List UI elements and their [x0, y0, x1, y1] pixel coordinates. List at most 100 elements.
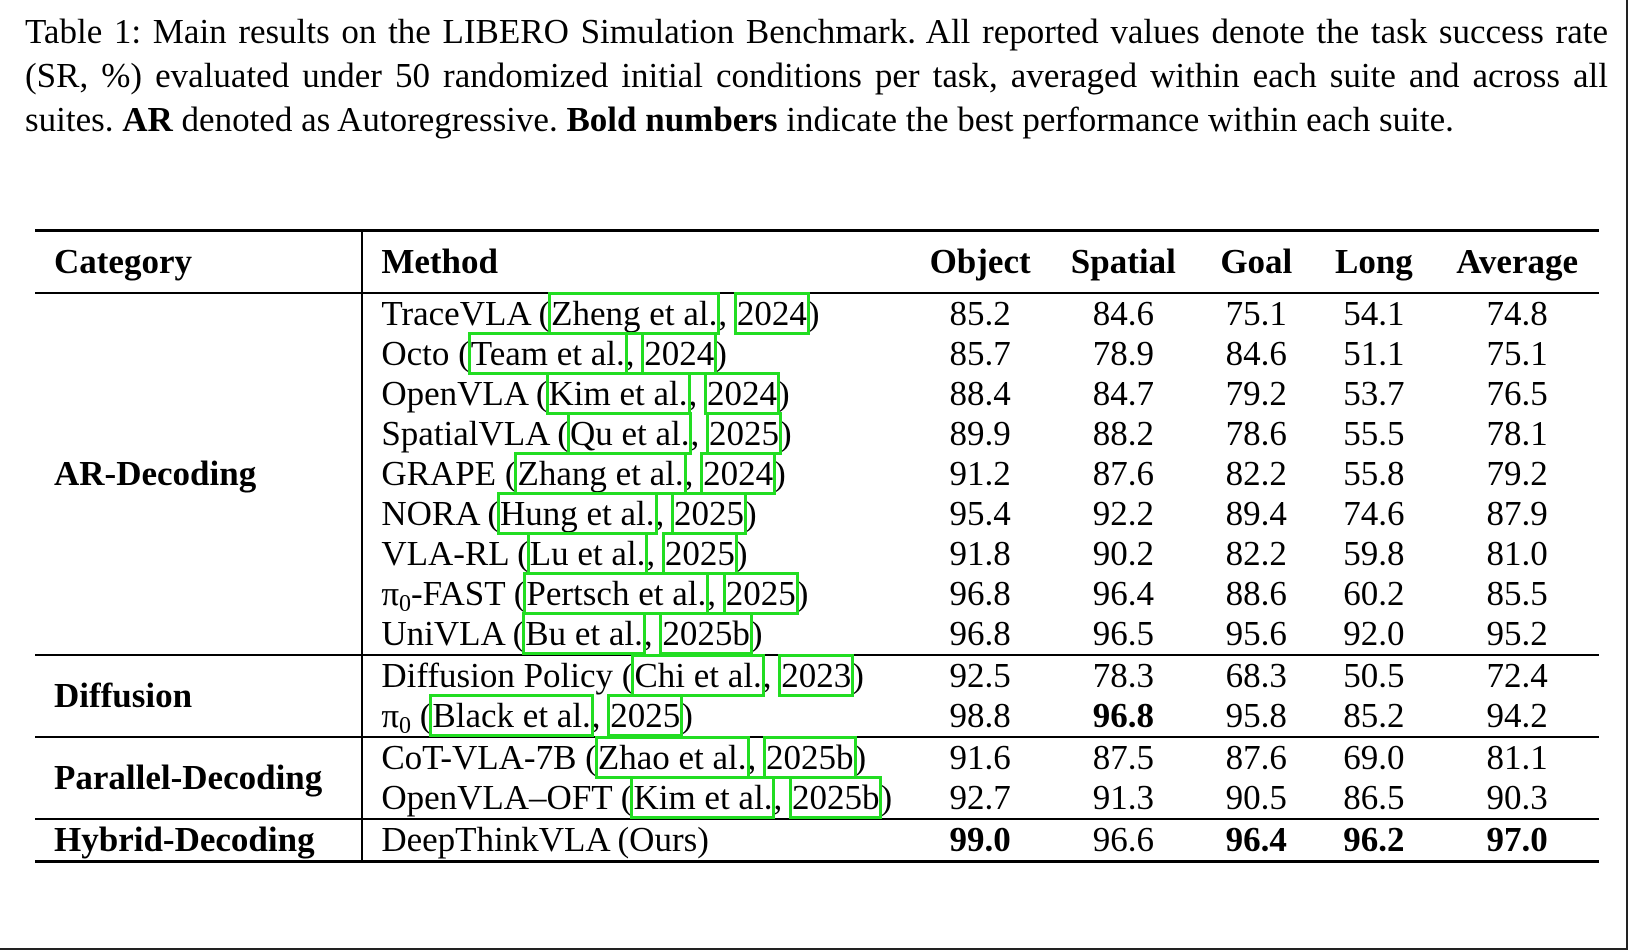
- citation-year-link[interactable]: 2023: [778, 654, 855, 697]
- citation-author-link[interactable]: Zhang et al.: [514, 452, 687, 495]
- long-value: 50.5: [1312, 654, 1436, 696]
- method-subscript: 0: [398, 591, 411, 617]
- citation-year-link[interactable]: 2025: [607, 694, 684, 737]
- object-value: 85.7: [949, 334, 1011, 373]
- method-subscript: 0: [398, 713, 411, 739]
- average-value: 76.5: [1486, 374, 1548, 413]
- citation-author-link[interactable]: Pertsch et al.: [523, 572, 710, 615]
- citation-author-link[interactable]: Black et al.: [429, 694, 594, 737]
- category-cell: Diffusion: [35, 654, 363, 737]
- average-value: 75.1: [1486, 334, 1548, 373]
- spatial-value: 96.8: [1092, 696, 1154, 735]
- table-row: SpatialVLA (Qu et al., 2025) 89.9 88.2 78.6…: [35, 412, 1599, 455]
- average-value: 95.2: [1486, 614, 1548, 653]
- header-method: Method: [361, 230, 914, 294]
- table-row: Hybrid-Decoding DeepThinkVLA (Ours) 99.0 96…: [35, 818, 1599, 862]
- method-cell: OpenVLA (Kim et al., 2024): [361, 372, 914, 415]
- table-caption: Table 1: Main results on the LIBERO Simu…: [25, 10, 1608, 142]
- goal-value: 89.4: [1225, 494, 1287, 533]
- object-value: 96.8: [949, 574, 1011, 613]
- average-value: 94.2: [1486, 696, 1548, 735]
- method-cell: π0-FAST (Pertsch et al., 2025): [361, 572, 914, 617]
- object-value: 96.8: [949, 614, 1011, 653]
- citation-author-link[interactable]: Hung et al.: [496, 492, 658, 535]
- long-value: 86.5: [1343, 778, 1405, 817]
- header-spatial: Spatial: [1046, 230, 1201, 294]
- spatial-value: 96.4: [1092, 574, 1154, 613]
- citation-year-link[interactable]: 2024: [704, 372, 781, 415]
- method-name: Octo: [381, 334, 450, 373]
- long-value: 85.2: [1343, 696, 1405, 735]
- caption-ar-text: denoted as Autoregressive.: [172, 100, 567, 139]
- goal-value: 68.3: [1200, 654, 1313, 696]
- caption-suffix: indicate the best performance within eac…: [777, 100, 1454, 139]
- table-row: Octo (Team et al., 2024) 85.7 78.9 84.6 51.1…: [35, 332, 1599, 375]
- citation-year-link[interactable]: 2025: [722, 572, 799, 615]
- goal-value: 87.6: [1200, 736, 1313, 778]
- method-cell: OpenVLA–OFT (Kim et al., 2025b): [361, 776, 914, 819]
- citation-author-link[interactable]: Chi et al.: [631, 654, 765, 697]
- long-value: 92.0: [1343, 614, 1405, 653]
- citation-year-link[interactable]: 2025: [661, 532, 738, 575]
- category-cell: AR-Decoding: [35, 292, 363, 655]
- method-cell: DeepThinkVLA (Ours): [361, 818, 914, 862]
- method-cell: VLA-RL (Lu et al., 2025): [361, 532, 914, 575]
- long-value: 60.2: [1343, 574, 1405, 613]
- object-value: 99.0: [913, 818, 1047, 862]
- citation-author-link[interactable]: Bu et al.: [522, 612, 646, 655]
- citation-author-link[interactable]: Zheng et al.: [548, 292, 721, 335]
- citation-author-link[interactable]: Kim et al.: [545, 372, 691, 415]
- table-row: UniVLA (Bu et al., 2025b) 96.8 96.5 95.6 92.…: [35, 612, 1599, 655]
- long-value: 96.2: [1312, 818, 1436, 862]
- spatial-value: 96.5: [1092, 614, 1154, 653]
- header-category: Category: [35, 230, 363, 294]
- header-average: Average: [1435, 230, 1599, 294]
- goal-value: 82.2: [1225, 454, 1287, 493]
- citation-author-link[interactable]: Lu et al.: [526, 532, 649, 575]
- table-row: VLA-RL (Lu et al., 2025) 91.8 90.2 82.2 59.8…: [35, 532, 1599, 575]
- citation-year-link[interactable]: 2025b: [788, 776, 883, 819]
- table-row: OpenVLA–OFT (Kim et al., 2025b) 92.7 91.3 9…: [35, 776, 1599, 819]
- spatial-value: 90.2: [1092, 534, 1154, 573]
- header-goal: Goal: [1200, 230, 1313, 294]
- citation-year-link[interactable]: 2024: [733, 292, 810, 335]
- spatial-value: 84.7: [1092, 374, 1154, 413]
- long-value: 59.8: [1343, 534, 1405, 573]
- object-value: 98.8: [949, 696, 1011, 735]
- object-value: 85.2: [913, 292, 1047, 334]
- header-long: Long: [1312, 230, 1436, 294]
- average-value: 87.9: [1486, 494, 1548, 533]
- goal-value: 90.5: [1225, 778, 1287, 817]
- average-value: 97.0: [1435, 818, 1599, 862]
- average-value: 81.0: [1486, 534, 1548, 573]
- average-value: 85.5: [1486, 574, 1548, 613]
- average-value: 72.4: [1435, 654, 1599, 696]
- table-row: Parallel-Decoding CoT-VLA-7B (Zhao et al.…: [35, 736, 1599, 819]
- citation-year-link[interactable]: 2024: [641, 332, 718, 375]
- citation-year-link[interactable]: 2025b: [659, 612, 753, 655]
- citation-year-link[interactable]: 2025b: [763, 736, 857, 779]
- method-name: VLA-RL: [381, 534, 509, 573]
- method-cell: GRAPE (Zhang et al., 2024): [361, 452, 914, 495]
- average-value: 81.1: [1435, 736, 1599, 778]
- goal-value: 84.6: [1225, 334, 1287, 373]
- category-cell: Hybrid-Decoding: [35, 818, 363, 862]
- citation-author-link[interactable]: Kim et al.: [630, 776, 776, 819]
- citation-author-link[interactable]: Team et al.: [467, 332, 628, 375]
- method-name: π: [381, 574, 399, 613]
- table-row: π0 (Black et al., 2025) 98.8 96.8 95.8 85.2 9…: [35, 694, 1599, 739]
- citation-year-link[interactable]: 2025: [671, 492, 748, 535]
- citation-author-link[interactable]: Qu et al.: [566, 412, 693, 455]
- table-body: AR-Decoding TraceVLA (Zheng et al., 2024)…: [35, 292, 1599, 862]
- goal-value: 79.2: [1225, 374, 1287, 413]
- citation-year-link[interactable]: 2024: [700, 452, 777, 495]
- average-value: 79.2: [1486, 454, 1548, 493]
- method-name: CoT-VLA-7B: [381, 738, 577, 777]
- method-name: NORA: [381, 494, 479, 533]
- citation-year-link[interactable]: 2025: [705, 412, 782, 455]
- citation-author-link[interactable]: Zhao et al.: [594, 736, 750, 779]
- long-value: 69.0: [1312, 736, 1436, 778]
- long-value: 51.1: [1343, 334, 1405, 373]
- method-cell: Diffusion Policy (Chi et al., 2023): [361, 654, 914, 697]
- header-object: Object: [913, 230, 1047, 294]
